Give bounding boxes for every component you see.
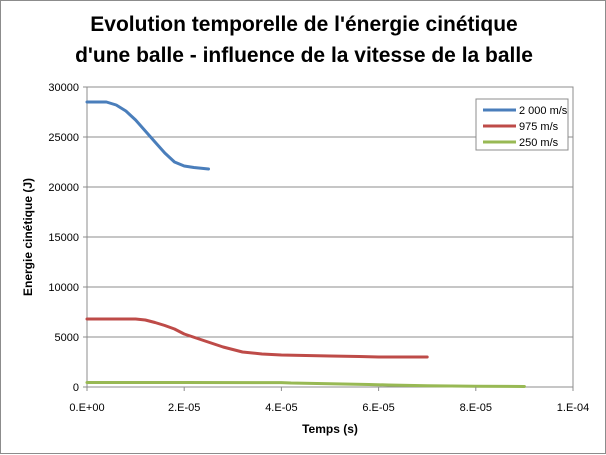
series-line-0 xyxy=(85,100,210,171)
x-tick-label: 2.E-05 xyxy=(168,402,200,414)
y-axis-title: Energie cinétique (J) xyxy=(21,178,35,296)
x-tick-label: 4.E-05 xyxy=(265,402,297,414)
x-tick-label: 1.E-04 xyxy=(557,402,589,414)
grid-layer xyxy=(87,86,573,338)
legend-label-0: 2 000 m/s xyxy=(519,105,568,117)
tick-layer: 0 5000 10000 15000 20000 25000 30000 0.E+00 2.E-… xyxy=(48,82,589,414)
x-tick-label: 6.E-05 xyxy=(362,402,394,414)
y-tick-label: 30000 xyxy=(48,82,79,94)
y-tick-label: 0 xyxy=(73,382,79,394)
legend-label-1: 975 m/s xyxy=(519,121,559,133)
y-tick-label: 25000 xyxy=(48,132,79,144)
legend-label-2: 250 m/s xyxy=(519,137,559,149)
series-line-1 xyxy=(85,317,429,359)
x-tick-label: 8.E-05 xyxy=(460,402,492,414)
y-tick-label: 20000 xyxy=(48,182,79,194)
y-tick-label: 10000 xyxy=(48,282,79,294)
chart-title-line-1: Evolution temporelle de l'énergie cinéti… xyxy=(90,13,517,36)
legend: 2 000 m/s 975 m/s 250 m/s xyxy=(475,98,569,151)
y-tick-label: 15000 xyxy=(48,232,79,244)
x-axis-title: Temps (s) xyxy=(302,422,358,436)
series-line-2 xyxy=(85,381,526,388)
y-tick-label: 5000 xyxy=(55,332,79,344)
x-tick-label: 0.E+00 xyxy=(69,402,104,414)
series-layer xyxy=(85,100,526,388)
chart-title-line-2: d'une balle - influence de la vitesse de… xyxy=(75,44,533,67)
